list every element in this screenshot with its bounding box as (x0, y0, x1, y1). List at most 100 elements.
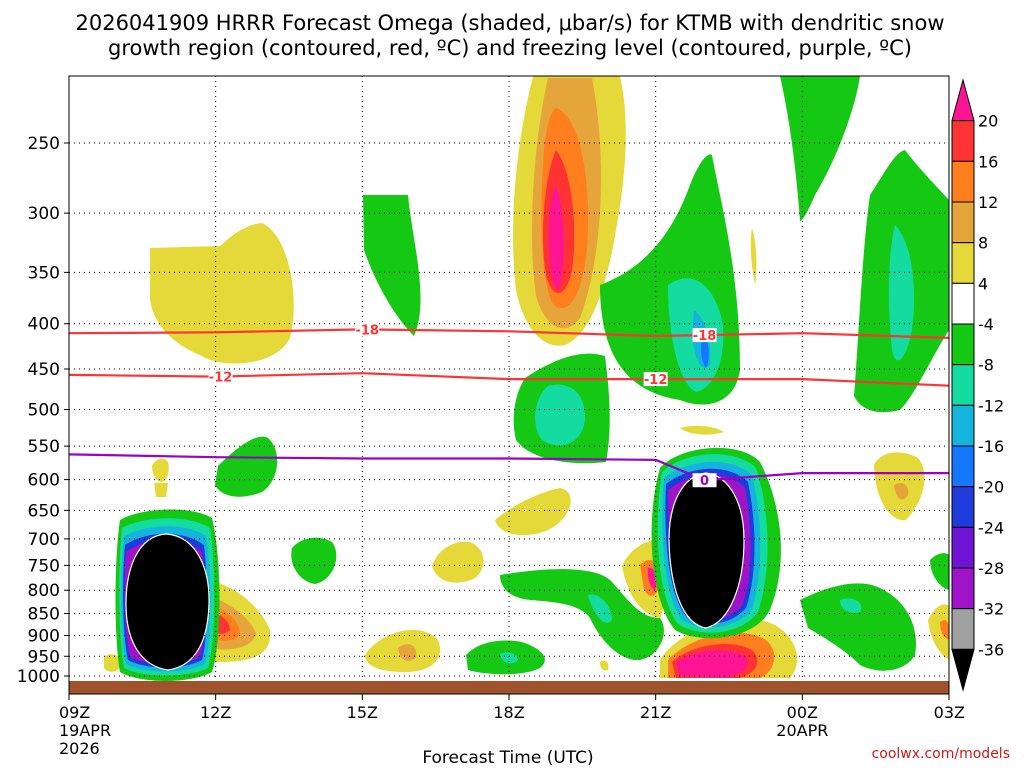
colorbar-label-11: -28 (978, 559, 1004, 578)
x-tick-label-00Z: 00Z (787, 703, 818, 722)
colorbar-swatch-1 (951, 120, 975, 162)
omega-region-green-far-right-8 (888, 225, 915, 361)
omega-region-yellow-sliver (750, 228, 757, 285)
y-tick-label-600: 600 (28, 471, 60, 491)
chart-title-line-1: 2026041909 HRRR Forecast Omega (shaded, … (75, 11, 944, 35)
isotherm--12-label-0: -12 (209, 370, 233, 385)
x-tick-label-12Z: 12Z (200, 703, 231, 722)
omega-region-green-mid-8 (535, 384, 586, 446)
isotherm-label-bg (643, 372, 668, 387)
omega-region-green-low-mid-8 (500, 652, 518, 664)
y-tick-label-750: 750 (28, 556, 60, 576)
isotherm--18-line (68, 328, 950, 339)
colorbar-swatch-4 (951, 242, 975, 284)
omega-region-ascent-2-neg36 (668, 472, 745, 629)
colorbar-swatch-3 (951, 201, 975, 244)
isotherm--12-line (68, 372, 950, 387)
omega-region-orange-far-right-low (940, 620, 949, 640)
colorbar-swatch-top (951, 78, 975, 122)
omega-region-yellow-small-2 (154, 483, 168, 497)
x-tick-label-15Z: 15Z (347, 703, 378, 722)
omega-region-green-right-750 (930, 553, 949, 590)
y-tick-label-400: 400 (28, 315, 60, 335)
omega-region-green-small-12z (215, 436, 278, 497)
colorbar-swatch-13 (951, 608, 975, 650)
x-axis-label: Forecast Time (UTC) (422, 748, 593, 768)
omega-region-yellow-far-right-low (928, 604, 949, 660)
omega-region-descent-sfc-20 (676, 650, 748, 678)
isotherm-contours: -18 -18 -12 -12 0 (68, 322, 950, 489)
omega-region-yellow-18z-low (495, 488, 571, 536)
colorbar: 20 16 12 8 4 -4 -8 -12 -16 -20 -24 -28 -32 -36 (951, 78, 1004, 692)
omega-region-yellow-small-19z (600, 660, 609, 671)
omega-region-ascent-1-neg36 (125, 533, 210, 671)
omega-region-green-upper-mid (363, 195, 421, 336)
omega-region-yellow-01z-8 (894, 483, 909, 500)
y-tick-label-350: 350 (28, 263, 60, 283)
colorbar-label-3: 8 (978, 234, 988, 253)
isotherm-label-bg (355, 322, 380, 337)
ground-strip (69, 681, 949, 694)
colorbar-swatch-6 (951, 323, 975, 366)
colorbar-swatch-12 (951, 567, 975, 610)
colorbar-label-1: 16 (978, 152, 998, 171)
omega-region-green-small-14z (291, 537, 337, 584)
colorbar-swatch-2 (951, 160, 975, 203)
omega-region-upper-descent-20 (548, 185, 564, 290)
x-tick-label-03Z: 03Z (934, 703, 965, 722)
x-tick-year-09Z: 2026 (59, 739, 100, 758)
y-axis: 250 300 350 400 450 500 550 600 650 700 750 800 850 9… (17, 134, 69, 687)
omega-region-yellow-small-1 (152, 458, 169, 482)
omega-region-yellow-1000-left (104, 654, 122, 672)
y-tick-label-300: 300 (28, 204, 60, 224)
omega-region-yellow-1000-mid-8 (398, 644, 417, 661)
y-tick-label-1000: 1000 (17, 667, 60, 687)
colorbar-swatch-5 (951, 282, 975, 325)
x-tick-date-09Z: 19APR (59, 721, 111, 740)
colorbar-label-6: -8 (978, 356, 994, 375)
colorbar-label-10: -24 (978, 518, 1004, 537)
isotherm-label-bg (692, 328, 717, 343)
y-tick-label-550: 550 (28, 437, 60, 457)
isotherm-0-label-0: 0 (700, 474, 709, 489)
x-tick-label-18Z: 18Z (493, 703, 524, 722)
colorbar-swatch-9 (951, 445, 975, 488)
omega-region-yellow-small-22z (680, 425, 724, 435)
isotherm--12-label-1: -12 (644, 373, 668, 388)
colorbar-swatch-8 (951, 404, 975, 447)
y-tick-label-500: 500 (28, 401, 60, 421)
omega-region-green-top-right (780, 76, 860, 222)
credit-text: coolwx.com/models (872, 746, 1010, 762)
omega-region-green-lower-right-8 (840, 598, 862, 613)
y-tick-label-450: 450 (28, 360, 60, 380)
isotherm--18-label-1: -18 (693, 329, 717, 344)
y-tick-label-700: 700 (28, 530, 60, 550)
y-tick-label-650: 650 (28, 501, 60, 521)
omega-region-green-lower-right (800, 583, 916, 671)
x-tick-label-21Z: 21Z (640, 703, 671, 722)
y-tick-label-850: 850 (28, 605, 60, 625)
colorbar-swatch-11 (951, 526, 975, 569)
omega-region-green-low-swath (500, 569, 664, 661)
colorbar-label-9: -20 (978, 478, 1004, 497)
y-tick-label-800: 800 (28, 581, 60, 601)
omega-region-upper-left-descent (150, 223, 294, 364)
x-tick-date-00Z: 20APR (776, 721, 828, 740)
colorbar-label-12: -32 (978, 600, 1004, 619)
omega-region-green-low-swath-8 (588, 594, 612, 623)
y-tick-label-250: 250 (28, 134, 60, 154)
x-tick-label-09Z: 09Z (59, 703, 90, 722)
y-tick-label-950: 950 (28, 647, 60, 667)
colorbar-label-2: 12 (978, 193, 998, 212)
omega-region-yellow-16z-low (432, 541, 484, 583)
isotherm-label-bg (692, 473, 717, 488)
isotherm-0-line (68, 453, 949, 482)
colorbar-label-13: -36 (978, 640, 1004, 659)
colorbar-label-0: 20 (978, 112, 998, 131)
colorbar-swatch-bottom (951, 648, 975, 692)
colorbar-swatch-7 (951, 364, 975, 406)
colorbar-label-5: -4 (978, 315, 994, 334)
colorbar-label-8: -16 (978, 437, 1004, 456)
